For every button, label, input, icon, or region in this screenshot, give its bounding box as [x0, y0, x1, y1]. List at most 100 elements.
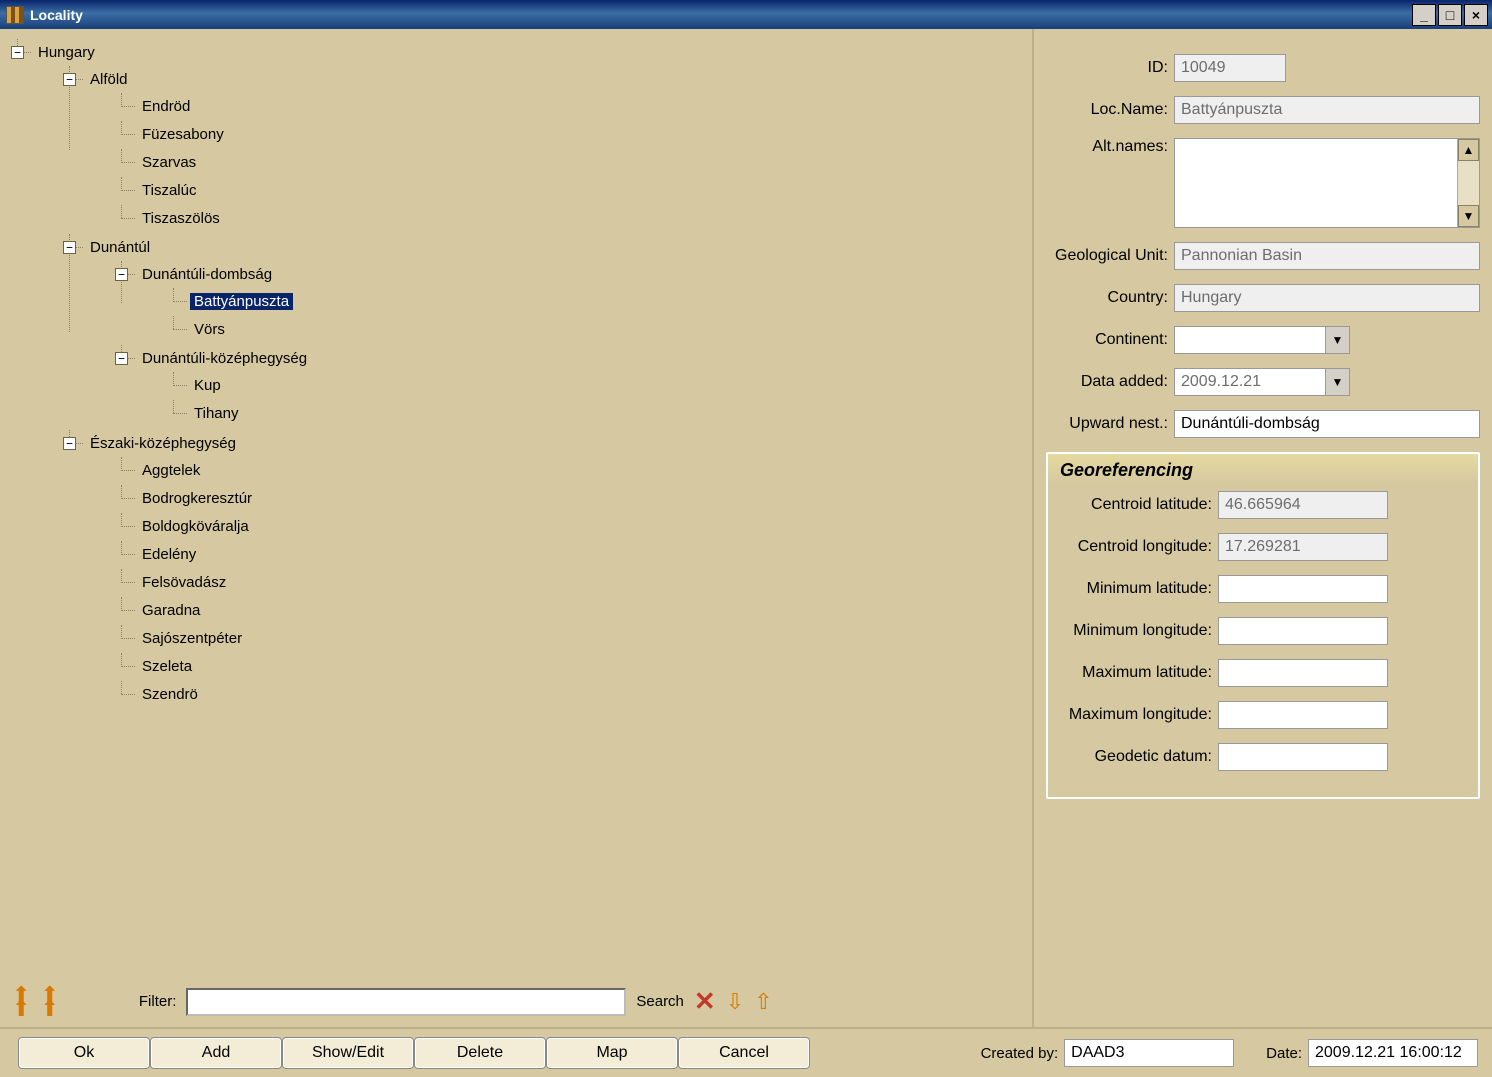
details-panel: ID: 10049 Loc.Name: Battyánpuszta Alt.na… — [1034, 29, 1492, 1027]
country-field[interactable]: Hungary — [1174, 284, 1480, 312]
delete-button[interactable]: Delete — [414, 1037, 546, 1069]
max-lat-field[interactable] — [1218, 659, 1388, 687]
tree-leaf-label[interactable]: Edelény — [138, 546, 200, 563]
tree-leaf[interactable]: Sajószentpéter — [116, 625, 1026, 653]
tree-leaf[interactable]: Endröd — [116, 93, 1026, 121]
geodatum-field[interactable] — [1218, 743, 1388, 771]
createdby-field: DAAD3 — [1064, 1039, 1234, 1067]
add-button[interactable]: Add — [150, 1037, 282, 1069]
tree-leaf[interactable]: Garadna — [116, 597, 1026, 625]
geounit-field[interactable]: Pannonian Basin — [1174, 242, 1480, 270]
chevron-down-icon[interactable]: ▼ — [1326, 326, 1350, 354]
dataadded-field[interactable]: 2009.12.21 — [1174, 368, 1326, 396]
locname-field[interactable]: Battyánpuszta — [1174, 96, 1480, 124]
centroid-lat-label: Centroid latitude: — [1058, 496, 1218, 514]
altnames-label: Alt.names: — [1046, 138, 1174, 156]
chevron-down-icon[interactable]: ▼ — [1326, 368, 1350, 396]
collapse-icon[interactable]: − — [63, 241, 76, 254]
collapse-icon[interactable]: − — [115, 268, 128, 281]
tree-leaf[interactable]: Edelény — [116, 541, 1026, 569]
upward-label: Upward nest.: — [1046, 415, 1174, 433]
tree-node-alfold[interactable]: − Alföld EndrödFüzesabonySzarvasTiszalúc… — [64, 66, 1026, 234]
tree-leaf-label[interactable]: Kup — [190, 377, 225, 394]
centroid-lat-field[interactable]: 46.665964 — [1218, 491, 1388, 519]
ok-button[interactable]: Ok — [18, 1037, 150, 1069]
filter-input[interactable] — [186, 988, 626, 1016]
move-first2-icon[interactable]: ⬆ — [40, 1002, 58, 1016]
upward-field[interactable]: Dunántúli-dombság — [1174, 410, 1480, 438]
cancel-button[interactable]: Cancel — [678, 1037, 810, 1069]
tree-leaf[interactable]: Szarvas — [116, 149, 1026, 177]
tree-node-hungary[interactable]: − Hungary − Alföld EndrödFüzesabonySzarv… — [12, 39, 1026, 711]
maximize-button[interactable]: □ — [1438, 4, 1462, 26]
tree-leaf-label[interactable]: Szarvas — [138, 154, 200, 171]
tree-node-dombsag[interactable]: − Dunántúli-dombság BattyánpusztaVörs — [116, 261, 1026, 345]
geounit-label: Geological Unit: — [1046, 247, 1174, 265]
locality-tree[interactable]: − Hungary − Alföld EndrödFüzesabonySzarv… — [6, 39, 1026, 711]
centroid-lon-field[interactable]: 17.269281 — [1218, 533, 1388, 561]
georef-title: Georeferencing — [1058, 454, 1468, 491]
clear-filter-icon[interactable]: ✕ — [694, 986, 716, 1017]
date-field: 2009.12.21 16:00:12 — [1308, 1039, 1478, 1067]
min-lat-label: Minimum latitude: — [1058, 580, 1218, 598]
scroll-up-icon[interactable]: ▲ — [1458, 139, 1479, 161]
tree-leaf[interactable]: Boldogköváralja — [116, 513, 1026, 541]
tree-leaf[interactable]: Szeleta — [116, 653, 1026, 681]
tree-leaf-label[interactable]: Szendrö — [138, 686, 202, 703]
tree-leaf-label[interactable]: Battyánpuszta — [190, 293, 293, 310]
tree-leaf[interactable]: Tihany — [168, 400, 1026, 428]
tree-leaf[interactable]: Aggtelek — [116, 457, 1026, 485]
tree-leaf-label[interactable]: Tiszalúc — [138, 182, 200, 199]
search-label[interactable]: Search — [636, 993, 684, 1010]
tree-leaf[interactable]: Felsövadász — [116, 569, 1026, 597]
tree-leaf-label[interactable]: Endröd — [138, 98, 194, 115]
tree-leaf-label[interactable]: Aggtelek — [138, 462, 204, 479]
footer-bar: OkAddShow/EditDeleteMapCancel Created by… — [0, 1027, 1492, 1077]
app-icon — [6, 6, 24, 24]
centroid-lon-label: Centroid longitude: — [1058, 538, 1218, 556]
tree-leaf-label[interactable]: Füzesabony — [138, 126, 228, 143]
max-lon-field[interactable] — [1218, 701, 1388, 729]
map-button[interactable]: Map — [546, 1037, 678, 1069]
minimize-button[interactable]: _ — [1412, 4, 1436, 26]
tree-leaf-label[interactable]: Bodrogkeresztúr — [138, 490, 256, 507]
tree-leaf-label[interactable]: Garadna — [138, 602, 204, 619]
createdby-label: Created by: — [981, 1045, 1059, 1062]
search-up-icon[interactable]: ⇧ — [754, 989, 772, 1015]
min-lon-field[interactable] — [1218, 617, 1388, 645]
close-button[interactable]: × — [1464, 4, 1488, 26]
min-lat-field[interactable] — [1218, 575, 1388, 603]
tree-leaf[interactable]: Battyánpuszta — [168, 288, 1026, 316]
tree-leaf-label[interactable]: Sajószentpéter — [138, 630, 246, 647]
tree-leaf[interactable]: Vörs — [168, 316, 1026, 344]
collapse-icon[interactable]: − — [63, 437, 76, 450]
tree-leaf-label[interactable]: Szeleta — [138, 658, 196, 675]
altnames-scrollbar[interactable]: ▲ ▼ — [1457, 139, 1479, 227]
collapse-icon[interactable]: − — [115, 352, 128, 365]
tree-leaf-label[interactable]: Tihany — [190, 405, 242, 422]
tree-leaf[interactable]: Tiszalúc — [116, 177, 1026, 205]
tree-leaf[interactable]: Tiszaszölös — [116, 205, 1026, 233]
filter-label: Filter: — [139, 993, 177, 1010]
tree-leaf-label[interactable]: Tiszaszölös — [138, 210, 224, 227]
altnames-listbox[interactable]: ▲ ▼ — [1174, 138, 1480, 228]
tree-leaf[interactable]: Szendrö — [116, 681, 1026, 709]
tree-node-dunantul[interactable]: − Dunántúl − Dunántúli-dombság Battyánpu… — [64, 234, 1026, 430]
tree-leaf[interactable]: Bodrogkeresztúr — [116, 485, 1026, 513]
showedit-button[interactable]: Show/Edit — [282, 1037, 414, 1069]
tree-node-eszaki[interactable]: − Északi-középhegység AggtelekBodrogkere… — [64, 430, 1026, 710]
min-lon-label: Minimum longitude: — [1058, 622, 1218, 640]
tree-node-kozephegyseg[interactable]: − Dunántúli-középhegység KupTihany — [116, 345, 1026, 429]
scroll-down-icon[interactable]: ▼ — [1458, 205, 1479, 227]
tree-leaf-label[interactable]: Felsövadász — [138, 574, 230, 591]
tree-leaf-label[interactable]: Boldogköváralja — [138, 518, 253, 535]
continent-combo[interactable] — [1174, 326, 1326, 354]
move-first-icon[interactable]: ⬆ — [12, 1002, 30, 1016]
locname-label: Loc.Name: — [1046, 101, 1174, 119]
collapse-icon[interactable]: − — [63, 73, 76, 86]
tree-leaf-label[interactable]: Vörs — [190, 321, 229, 338]
tree-leaf[interactable]: Kup — [168, 372, 1026, 400]
collapse-icon[interactable]: − — [11, 46, 24, 59]
tree-leaf[interactable]: Füzesabony — [116, 121, 1026, 149]
search-down-icon[interactable]: ⇩ — [726, 989, 744, 1015]
